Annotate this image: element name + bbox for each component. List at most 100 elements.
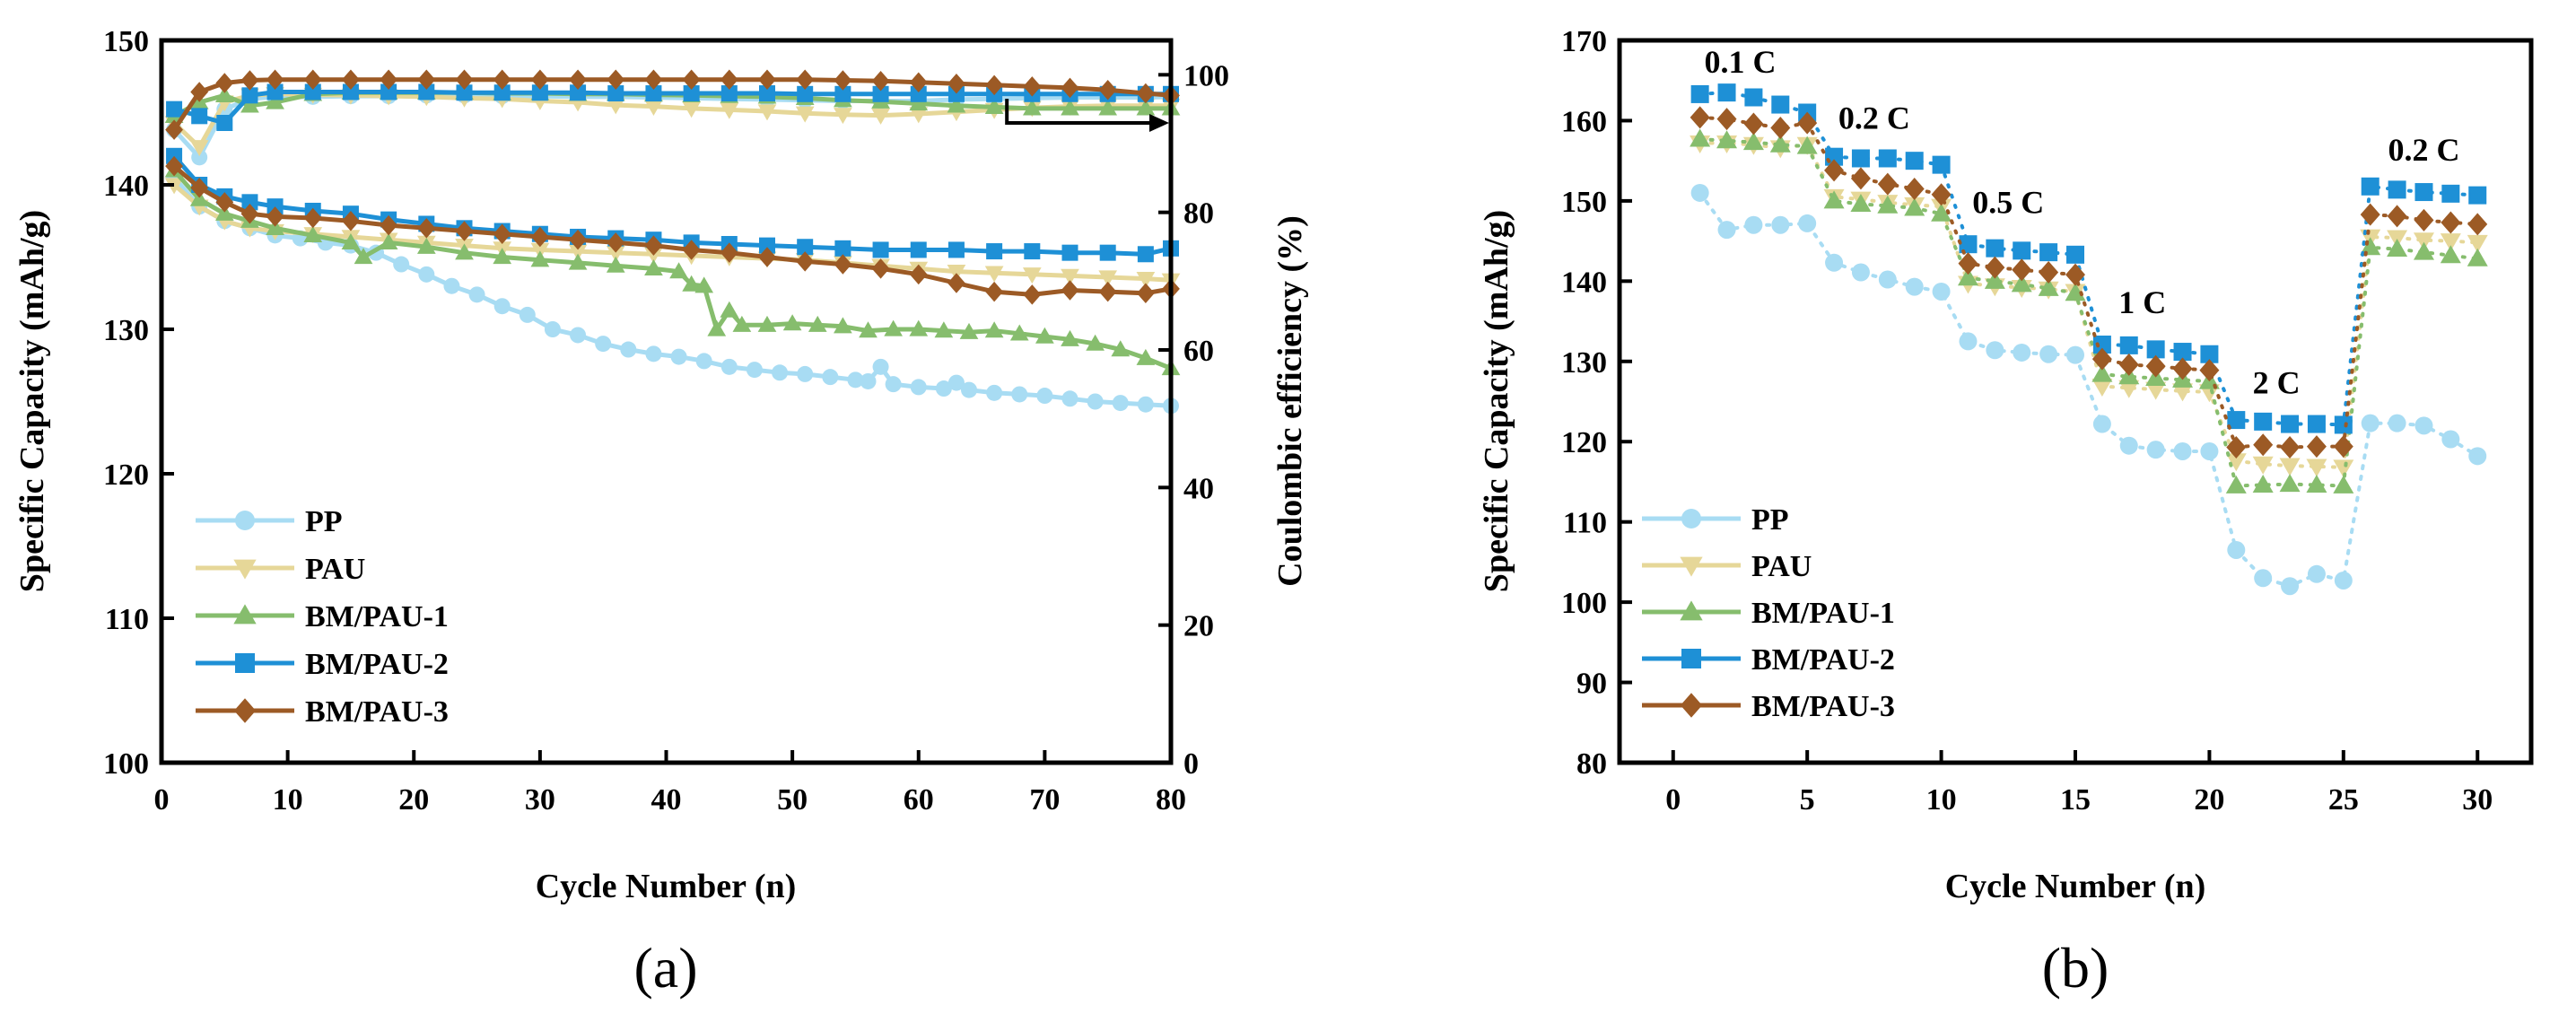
chart-b-point-pp [1744,215,1763,234]
chart-a-point-bm-pau-2 [872,241,889,258]
chart-a-point-bm-pau-3 [1136,283,1155,303]
chart-b-point-bm-pau-2 [1851,149,1870,168]
chart-a-point-pp [595,336,612,353]
chart-b-ytick-label: 100 [1561,587,1607,620]
chart-a-point-pau [568,244,588,261]
chart-a-y2tick-label: 20 [1183,610,1214,643]
chart-b-point-pau [2118,380,2140,398]
chart-a-point-bm-pau-1 [379,233,398,250]
chart-a-point-pau-ce [606,98,625,115]
chart-b-legend-label: BM/PAU-2 [1751,643,1895,677]
chart-b-point-bm-pau-1 [1984,270,2005,289]
chart-b-point-bm-pau-3 [2253,433,2274,457]
chart-b-point-pp [2173,441,2192,460]
chart-a-point-bm-pau-2-ce [418,83,435,100]
chart-a-point-bm-pau-3-ce [796,69,815,90]
chart-a-point-bm-pau-3 [240,203,259,224]
chart-a-point-bm-pau-3 [530,226,549,248]
chart-a-y2tick-label: 60 [1183,335,1214,368]
chart-a-point-pp [961,381,977,398]
chart-a-point-bm-pau-1 [266,218,284,235]
chart-b-ticks: 0 5 10 15 20 25 30 80 90 100 110 120 130 140 150 160 170 [1561,25,2493,817]
chart-a-point-bm-pau-3-ce [417,69,436,90]
chart-b-point-bm-pau-1 [1796,135,1818,154]
chart-b-point-bm-pau-3 [2441,211,2461,234]
chart-a-y2tick-label: 40 [1183,472,1214,505]
chart-a-point-bm-pau-1 [1111,340,1131,357]
chart-b-point-bm-pau-2 [2119,336,2138,354]
chart-b-ylabel: Specific Capacity (mAh/g) [1478,210,1515,592]
chart-b-point-bm-pau-3 [2306,435,2327,459]
chart-a-point-bm-pau-1 [189,189,209,206]
chart-a-point-pp [860,372,877,389]
chart-a-point-bm-pau-3-ce [909,72,928,93]
chart-a-point-bm-pau-1 [1061,329,1079,346]
chart-b-point-bm-pau-3 [2039,260,2059,284]
chart-b-point-bm-pau-2 [2092,335,2111,354]
panel-label-b: (b) [2042,936,2109,1000]
chart-a-point-bm-pau-2-ce [607,85,624,102]
chart-b-point-bm-pau-2 [1986,239,2004,258]
chart-b-point-pau [2306,459,2327,477]
chart-a-point-bm-pau-1 [303,226,323,242]
chart-b-ytick-label: 170 [1561,25,1607,58]
chart-a-point-bm-pau-1 [493,248,512,265]
chart-a-point-bm-pau-3-ce [455,69,474,90]
chart-a-point-bm-pau-3-ce [1098,79,1117,100]
chart-b-legend-label: BM/PAU-1 [1751,597,1895,630]
chart-a-point-pp [720,358,738,375]
chart-a-point-pp [986,384,1003,401]
chart-b-annotation: 2 C [2253,365,2301,401]
chart-a-legend-pp: PP [196,505,343,538]
chart-b-series-bm-pau-3 [1690,106,2488,459]
chart-a-point-bm-pau-2-ce [570,84,587,101]
chart-b-point-bm-pau-3 [2199,359,2220,382]
chart-b-xtick-label: 5 [1800,783,1815,817]
chart-b-point-pp [2200,441,2219,460]
chart-a-y2label: Coulombic efficiency (%) [1271,215,1309,587]
chart-b-legend-pp: PP [1642,503,1789,537]
chart-b-legend-bm-pau-3: BM/PAU-3 [1642,690,1895,723]
chart-a-point-pau-ce [757,104,777,121]
chart-b-point-bm-pau-2 [2200,345,2219,363]
chart-b-xtick-label: 25 [2328,783,2359,817]
chart-b-point-bm-pau-1 [2306,475,2327,494]
chart-a-point-pp [1011,386,1028,403]
chart-a-point-pau [1022,267,1042,284]
chart-a-point-pau-ce [834,108,852,125]
chart-b-legend-marker [1680,600,1703,621]
chart-a-point-bm-pau-3-ce [380,69,398,90]
chart-a-point-bm-pau-1 [984,321,1004,338]
chart-a-point-pp [1112,395,1129,412]
chart-a-point-pau-ce [189,140,209,157]
chart-b-point-bm-pau-1 [2467,248,2488,266]
chart-a-point-bm-pau-2 [759,237,775,254]
chart-b-annotation: 0.2 C [2388,132,2459,168]
chart-b-point-bm-pau-3 [1931,183,1952,206]
chart-a-point-bm-pau-1 [934,321,954,338]
chart-b-ytick-label: 160 [1561,105,1607,138]
chart-a-point-pp [1137,396,1154,413]
chart-a-xlabel: Cycle Number (n) [536,868,797,905]
chart-b-point-bm-pau-2 [1959,235,1978,254]
chart-a-point-bm-pau-1-ce [984,98,1004,115]
chart-b-point-pau [2440,233,2461,252]
chart-a-point-bm-pau-3 [1098,281,1117,302]
chart-a-point-bm-pau-1-ce [266,92,284,109]
chart-a-point-pp [544,321,561,337]
chart-a-ytick-label: 140 [103,170,149,203]
chart-a-point-bm-pau-2-ce [304,83,321,100]
chart-a-xtick-label: 80 [1156,783,1186,817]
panel-label-a: (a) [633,936,697,1000]
chart-b-point-pp [2414,416,2433,435]
chart-a-point-bm-pau-2-ce [683,85,700,102]
chart-a-legend-label: BM/PAU-2 [305,648,449,681]
chart-a-series-bm-pau-2-ce [166,83,1179,131]
chart-b-point-pp [2254,569,2273,588]
chart-a-point-bm-pau-2-ce [759,85,775,102]
chart-b-point-bm-pau-3 [1797,111,1818,135]
chart-a-point-bm-pau-2 [266,198,284,215]
chart-b-point-bm-pau-1 [1716,130,1738,149]
chart-a-legend-label: PP [305,505,343,538]
chart-b-point-bm-pau-2 [2039,243,2058,262]
